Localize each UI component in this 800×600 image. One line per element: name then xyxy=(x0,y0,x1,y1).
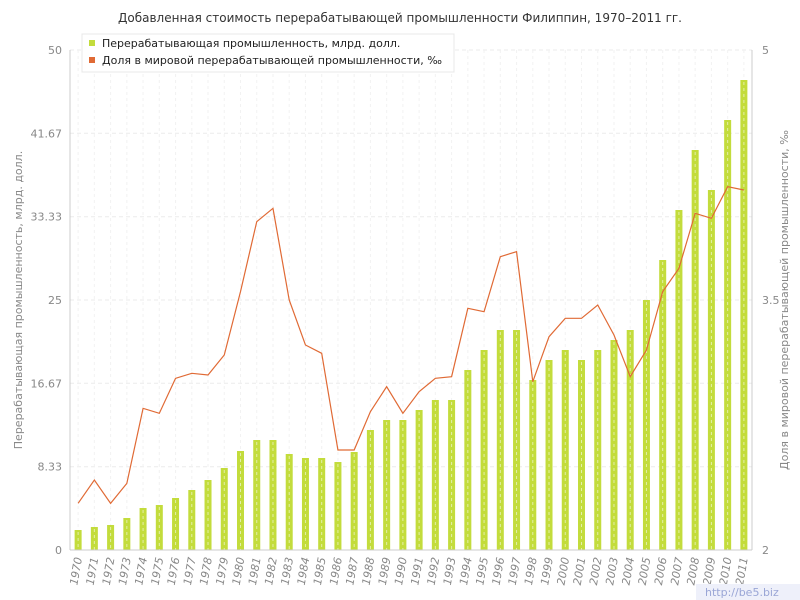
x-tick-label: 1982 xyxy=(262,556,280,586)
x-tick-label: 1993 xyxy=(441,556,459,586)
x-axis-ticks: 1970197119721973197419751976197719781979… xyxy=(67,556,750,586)
y2-tick-label: 5 xyxy=(762,44,769,57)
x-tick-label: 1999 xyxy=(538,556,556,586)
x-tick-label: 1975 xyxy=(149,556,167,586)
legend: Перерабатывающая промышленность, млрд. д… xyxy=(81,33,455,73)
x-tick-label: 1992 xyxy=(425,556,443,586)
x-tick-label: 1970 xyxy=(67,556,85,586)
bar xyxy=(253,440,261,550)
x-tick-label: 1979 xyxy=(214,556,232,586)
x-tick-label: 2007 xyxy=(668,556,686,586)
y2-axis-label: Доля в мировой перерабатывающей промышле… xyxy=(778,130,791,470)
x-tick-label: 2005 xyxy=(636,556,654,586)
x-tick-label: 2006 xyxy=(652,556,670,586)
y-tick-label: 0 xyxy=(55,544,62,557)
x-tick-label: 1994 xyxy=(457,556,475,586)
legend-swatch-line xyxy=(89,57,95,63)
share-line xyxy=(77,185,745,505)
bar xyxy=(188,490,196,550)
bar xyxy=(107,525,115,550)
x-tick-label: 1976 xyxy=(165,556,183,586)
bar xyxy=(707,190,715,550)
x-tick-label: 1984 xyxy=(295,556,313,586)
x-tick-label: 2009 xyxy=(701,556,719,586)
legend-swatch-bars xyxy=(89,40,95,46)
x-tick-label: 1978 xyxy=(197,556,215,586)
x-tick-label: 1977 xyxy=(181,556,199,586)
bar xyxy=(285,454,293,550)
bar xyxy=(366,430,374,550)
x-tick-label: 2008 xyxy=(684,556,702,586)
chart-title: Добавленная стоимость перерабатывающей п… xyxy=(118,11,682,25)
y-axis-label: Перерабатывающая промышленность, млрд. д… xyxy=(12,151,25,449)
x-tick-label: 1991 xyxy=(408,556,426,586)
bar xyxy=(237,451,244,550)
x-tick-label: 1980 xyxy=(230,556,248,586)
y-tick-label: 33.33 xyxy=(31,211,63,224)
legend-label-bars: Перерабатывающая промышленность, млрд. д… xyxy=(102,37,400,50)
y-tick-label: 41.67 xyxy=(31,127,63,140)
x-tick-label: 1990 xyxy=(392,556,410,586)
x-tick-label: 1998 xyxy=(522,556,540,586)
bar xyxy=(529,380,537,550)
bar xyxy=(350,452,358,550)
bar xyxy=(659,260,667,550)
x-tick-label: 1972 xyxy=(100,556,118,586)
y2-axis-ticks: 23.55 xyxy=(762,44,780,557)
bar xyxy=(740,80,748,550)
y-tick-label: 16.67 xyxy=(31,377,63,390)
watermark-text: http://be5.biz xyxy=(705,586,779,599)
axes xyxy=(69,50,753,551)
y2-tick-label: 2 xyxy=(762,544,769,557)
series-line xyxy=(77,185,745,505)
x-tick-label: 2001 xyxy=(571,556,589,586)
bars xyxy=(74,80,748,550)
x-tick-label: 1995 xyxy=(473,556,491,586)
x-tick-label: 1983 xyxy=(279,556,297,586)
y2-tick-label: 3.5 xyxy=(762,294,780,307)
x-tick-label: 2000 xyxy=(555,556,573,586)
watermark: http://be5.biz xyxy=(696,584,800,600)
legend-label-line: Доля в мировой перерабатывающей промышле… xyxy=(102,54,442,67)
bar xyxy=(464,370,472,550)
x-tick-label: 2004 xyxy=(620,556,638,586)
x-tick-label: 1988 xyxy=(360,556,378,586)
x-tick-label: 2002 xyxy=(587,556,605,586)
watermark-bg xyxy=(696,584,800,600)
y-tick-label: 25 xyxy=(48,294,62,307)
x-tick-label: 2003 xyxy=(603,556,621,586)
y-axis-ticks: 0 8.33 16.67 25 33.33 41.67 50 xyxy=(31,44,63,557)
x-tick-label: 1985 xyxy=(311,556,329,586)
x-tick-label: 1987 xyxy=(343,556,361,586)
x-tick-label: 1986 xyxy=(327,556,345,586)
x-tick-label: 1981 xyxy=(246,556,264,586)
y-tick-label: 8.33 xyxy=(38,461,63,474)
x-tick-label: 1997 xyxy=(506,556,524,586)
x-tick-label: 1989 xyxy=(376,556,394,586)
x-tick-label: 1971 xyxy=(84,556,102,586)
legend-box xyxy=(81,33,455,73)
bar xyxy=(269,440,277,550)
y-tick-label: 50 xyxy=(48,44,62,57)
bar xyxy=(90,527,98,550)
x-tick-label: 1974 xyxy=(132,556,150,586)
x-tick-label: 2010 xyxy=(717,556,735,586)
x-tick-label: 1973 xyxy=(116,556,134,586)
x-tick-label: 1996 xyxy=(490,556,508,586)
x-tick-label: 2011 xyxy=(733,556,751,586)
